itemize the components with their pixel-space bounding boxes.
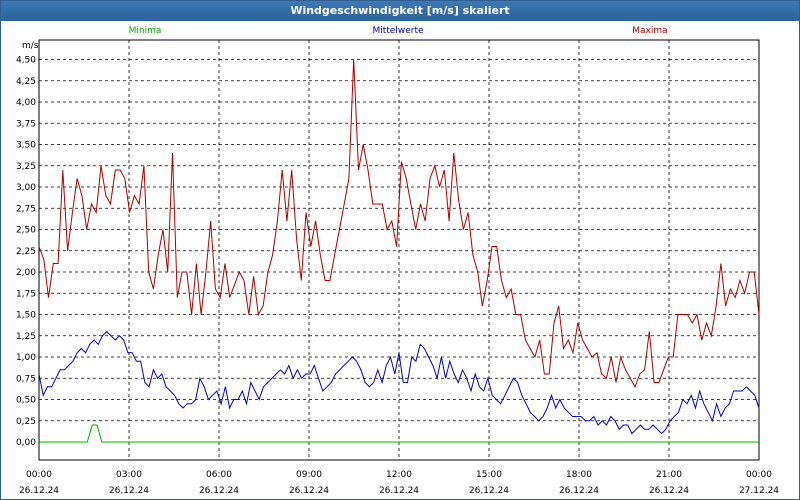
x-tick-date: 26.12.24 [19,486,59,496]
y-tick-label: 0,50 [16,396,36,406]
series-line-minima [39,424,759,443]
y-tick-label: 1,75 [16,289,36,299]
x-tick-time: 03:00 [116,470,142,480]
y-tick-label: 0,25 [16,417,36,427]
series-line-mittelwerte [38,330,760,435]
y-tick-label: 3,50 [16,141,36,151]
x-tick-time: 00:00 [26,470,52,480]
y-tick-label: 2,25 [16,247,36,257]
series-lines [38,59,760,443]
x-tick-date: 26.12.24 [379,486,419,496]
legend-minima: Minima [129,26,162,36]
y-tick-label: 3,75 [16,119,36,129]
y-tick-label: 3,25 [16,162,36,172]
x-tick-date: 27.12.24 [739,486,779,496]
x-tick-time: 15:00 [476,470,502,480]
y-tick-label: 2,00 [16,268,36,278]
x-tick-labels: 00:00 26.12.24 03:00 26.12.24 06:00 26.12.24 0… [19,470,779,496]
y-axis-unit-label: m/s [22,41,39,51]
y-tick-label: 0,00 [16,438,36,448]
x-tick-time: 21:00 [656,470,682,480]
x-tick-time: 00:00 [746,470,772,480]
x-tick-time: 09:00 [296,470,322,480]
y-tick-label: 2,50 [16,226,36,236]
y-tick-label: 1,50 [16,311,36,321]
x-tick-date: 26.12.24 [559,486,599,496]
x-tick-date: 26.12.24 [109,486,149,496]
y-tick-label: 1,00 [16,353,36,363]
x-tick-time: 06:00 [206,470,232,480]
y-tick-label: 0,75 [16,374,36,384]
legend-mittelwerte: Mittelwerte [372,26,423,36]
y-tick-label: 4,00 [16,98,36,108]
x-tick-date: 26.12.24 [469,486,509,496]
legend-maxima: Maxima [632,26,667,36]
window-title: Windgeschwindigkeit [m/s] skaliert [1,1,799,21]
y-tick-labels: 4,50 4,25 4,00 3,75 3,50 3,25 3,00 2,75 2,50 2,25… [16,56,36,449]
x-tick-time: 12:00 [386,470,412,480]
y-tick-label: 1,25 [16,332,36,342]
x-tick-date: 26.12.24 [199,486,239,496]
y-tick-label: 4,50 [16,56,36,66]
grid-lines [39,40,759,460]
y-tick-label: 3,00 [16,183,36,193]
x-tick-time: 18:00 [566,470,592,480]
series-line-maxima [38,59,760,388]
y-tick-label: 2,75 [16,204,36,214]
x-tick-date: 26.12.24 [649,486,689,496]
y-tick-label: 4,25 [16,77,36,87]
x-tick-date: 26.12.24 [289,486,329,496]
